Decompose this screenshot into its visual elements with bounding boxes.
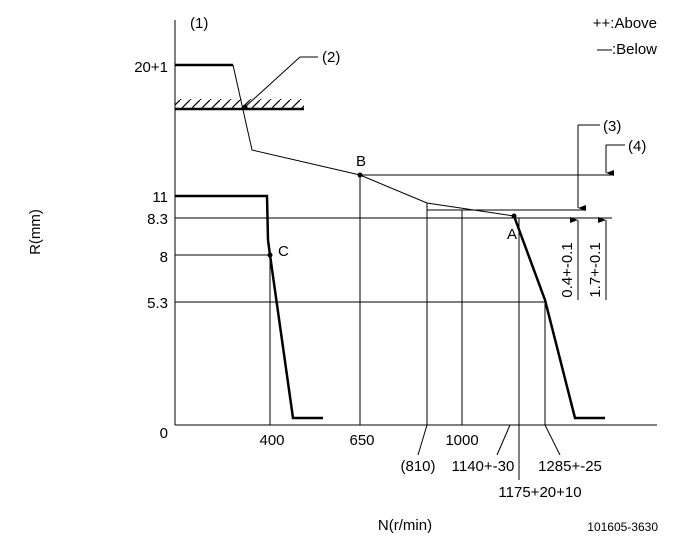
x-label: 400 <box>259 432 284 449</box>
curves <box>175 56 605 420</box>
legend-above: ++:Above <box>593 15 657 32</box>
labels: (1) ++:Above —:Below 20+1 11 8.3 8 5.3 0… <box>27 15 658 534</box>
y-label: 20+1 <box>134 59 168 76</box>
x-label: 1285+-25 <box>538 458 602 475</box>
y-label: 0 <box>160 425 168 442</box>
dimension: 0.4+-0.1 <box>559 242 576 297</box>
legend-below: —:Below <box>597 41 657 58</box>
x-label: 1140+-30 <box>452 458 515 475</box>
point-label: A <box>507 226 517 243</box>
y-title: R(mm) <box>27 209 44 255</box>
figure-label: (1) <box>190 15 208 32</box>
x-label: 1175+20+10 <box>498 484 581 501</box>
y-label: 5.3 <box>147 295 168 312</box>
dimension: 1.7+-0.1 <box>587 242 604 297</box>
y-label: 11 <box>152 189 168 206</box>
callout: (2) <box>322 49 340 66</box>
x-title: N(r/min) <box>378 517 432 534</box>
y-label: 8 <box>160 249 168 266</box>
axes <box>174 20 657 426</box>
callout: (4) <box>628 138 646 155</box>
y-label: 8.3 <box>147 211 168 228</box>
x-label: 650 <box>349 432 374 449</box>
callout: (3) <box>603 118 621 135</box>
figure-code: 101605-3630 <box>587 520 658 534</box>
guides <box>175 124 625 480</box>
point-label: B <box>356 153 366 170</box>
point-label: C <box>278 243 289 260</box>
x-label: (810) <box>400 458 435 475</box>
x-label: 1000 <box>445 432 478 449</box>
